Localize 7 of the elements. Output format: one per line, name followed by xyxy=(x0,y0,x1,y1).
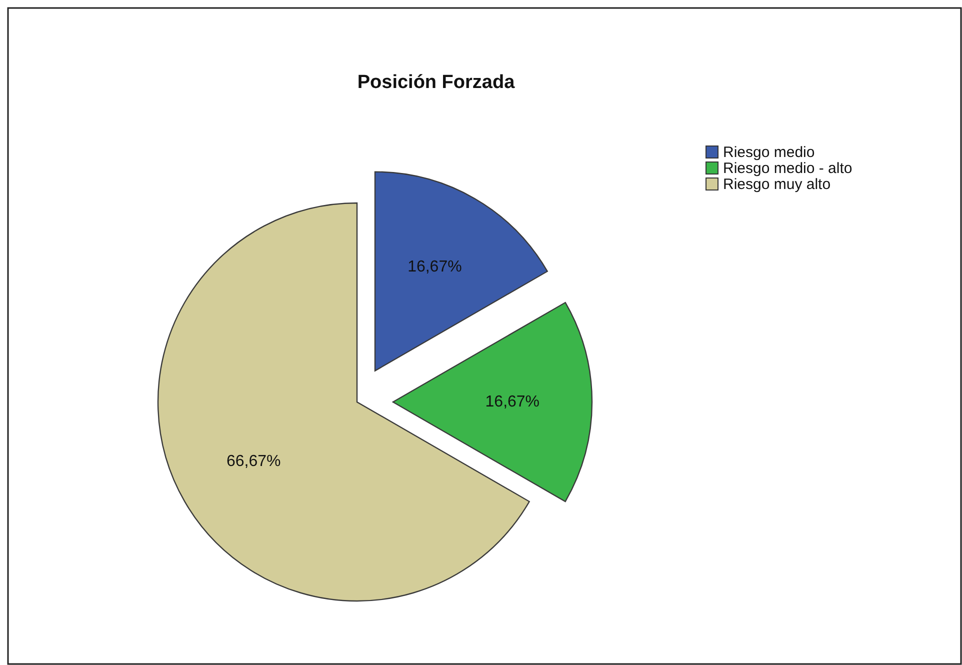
legend-label: Riesgo medio - alto xyxy=(723,160,852,177)
chart-title: Posición Forzada xyxy=(357,72,516,93)
legend-label: Riesgo medio xyxy=(723,144,815,161)
data-label: 66,67% xyxy=(226,452,281,470)
data-label: 16,67% xyxy=(485,393,540,410)
legend-label: Riesgo muy alto xyxy=(723,176,831,193)
data-label: 16,67% xyxy=(408,258,462,276)
